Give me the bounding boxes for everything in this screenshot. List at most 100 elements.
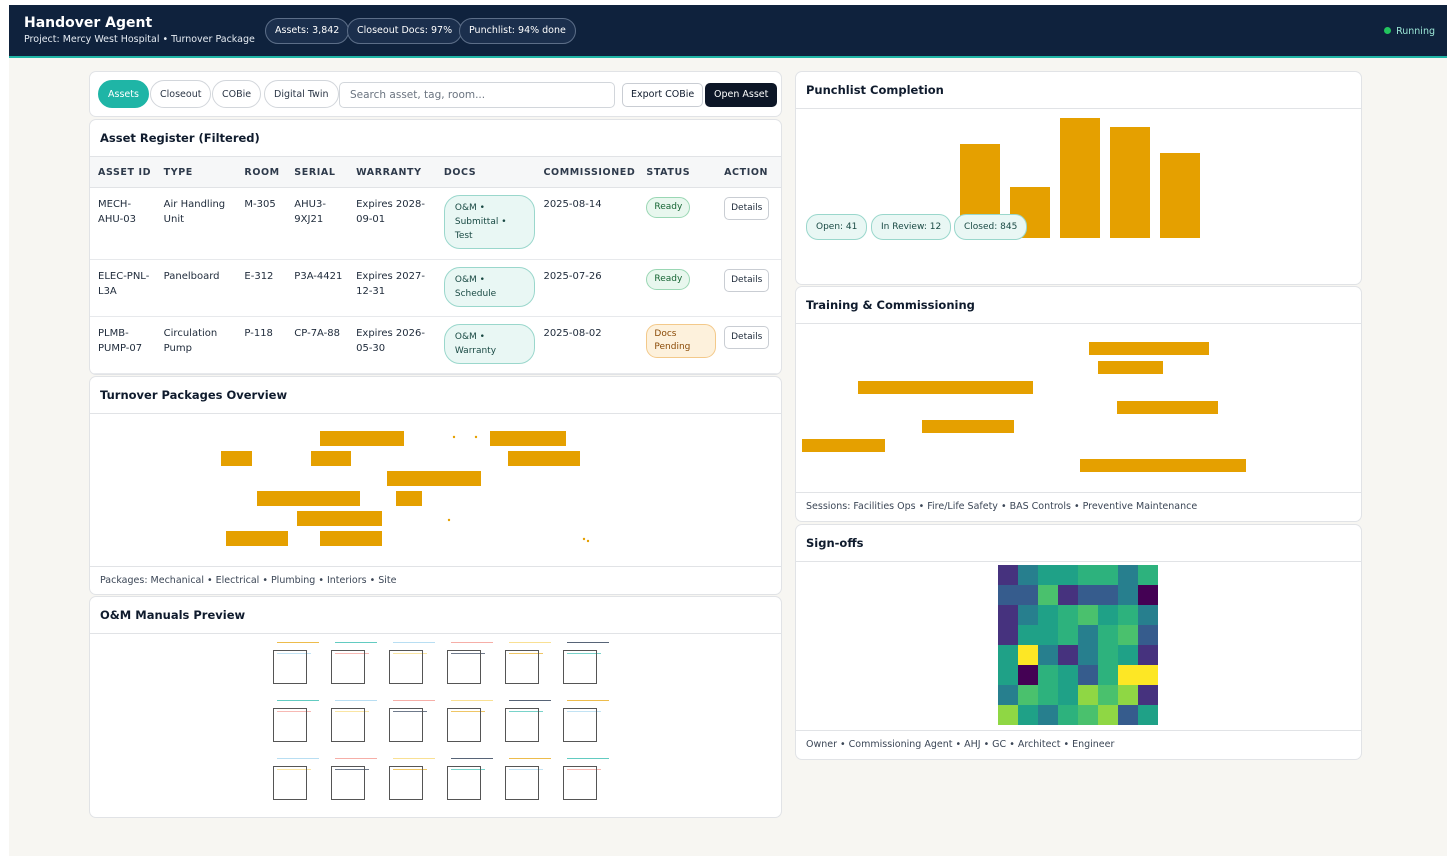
column-header-type: TYPE bbox=[155, 157, 237, 188]
package-bar bbox=[257, 491, 360, 506]
signoffs-card: Sign-offs Owner • Commissioning Agent • … bbox=[795, 524, 1362, 760]
assets-count-pill: Assets: 3,842 bbox=[265, 18, 350, 44]
heatmap-cell bbox=[1118, 665, 1138, 685]
manual-thumbnail[interactable] bbox=[505, 650, 539, 684]
heatmap-cell bbox=[1098, 605, 1118, 625]
manual-thumbnail[interactable] bbox=[563, 766, 597, 800]
manual-accent-line bbox=[335, 653, 369, 654]
manual-thumbnail[interactable] bbox=[389, 650, 423, 684]
cell-asset-id: MECH-AHU-03 bbox=[90, 187, 156, 260]
tab-assets[interactable]: Assets bbox=[98, 80, 149, 108]
cell-type: Circulation Pump bbox=[155, 316, 237, 374]
details-button[interactable]: Details bbox=[724, 197, 770, 220]
agent-status: Running bbox=[1384, 26, 1435, 37]
manual-thumbnail[interactable] bbox=[389, 766, 423, 800]
manual-thumbnail[interactable] bbox=[447, 708, 481, 742]
details-button[interactable]: Details bbox=[724, 326, 770, 349]
manual-accent-line bbox=[451, 711, 485, 712]
manual-accent-line bbox=[509, 653, 543, 654]
docs-badge: O&M • Schedule bbox=[443, 267, 536, 307]
cell-asset-id: PLMB-PUMP-07 bbox=[90, 316, 156, 374]
open-asset-button[interactable]: Open Asset bbox=[705, 83, 778, 107]
column-header-warranty: WARRANTY bbox=[348, 157, 436, 188]
heatmap-cell bbox=[1018, 645, 1038, 665]
manual-thumbnail[interactable] bbox=[389, 708, 423, 742]
session-bar bbox=[858, 381, 1033, 394]
manual-accent-line bbox=[335, 700, 377, 701]
heatmap-cell bbox=[1098, 625, 1118, 645]
package-bar bbox=[490, 431, 566, 446]
manual-thumbnail[interactable] bbox=[273, 766, 307, 800]
cell-room: M-305 bbox=[236, 187, 287, 260]
heatmap-cell bbox=[1058, 705, 1078, 725]
manual-thumbnail[interactable] bbox=[273, 708, 307, 742]
manual-thumbnail[interactable] bbox=[273, 650, 307, 684]
manual-thumbnail[interactable] bbox=[563, 708, 597, 742]
details-button[interactable]: Details bbox=[724, 269, 770, 292]
punchlist-bar bbox=[1110, 127, 1150, 238]
column-header-status: STATUS bbox=[638, 157, 717, 188]
heatmap-cell bbox=[1078, 665, 1098, 685]
manual-accent-line bbox=[567, 653, 601, 654]
heatmap-cell bbox=[1118, 625, 1138, 645]
heatmap-cell bbox=[1098, 565, 1118, 585]
manual-thumbnail[interactable] bbox=[563, 650, 597, 684]
cell-room: P-118 bbox=[236, 316, 287, 374]
heatmap-cell bbox=[1118, 565, 1138, 585]
punchlist-bar bbox=[1160, 153, 1200, 238]
signoffs-title: Sign-offs bbox=[796, 525, 1361, 562]
manual-thumbnail[interactable] bbox=[447, 650, 481, 684]
manual-accent-line bbox=[335, 711, 369, 712]
session-bar bbox=[1117, 401, 1218, 414]
heatmap-cell bbox=[1038, 625, 1058, 645]
asset-register-title: Asset Register (Filtered) bbox=[90, 120, 781, 157]
tab-cobie[interactable]: COBie bbox=[212, 80, 262, 108]
manual-thumbnail[interactable] bbox=[331, 650, 365, 684]
heatmap-cell bbox=[1138, 565, 1158, 585]
milestone-dot bbox=[447, 518, 451, 522]
heatmap-cell bbox=[1058, 625, 1078, 645]
sessions-footer: Sessions: Facilities Ops • Fire/Life Saf… bbox=[806, 501, 1198, 512]
heatmap-cell bbox=[1038, 565, 1058, 585]
asset-register-card: Asset Register (Filtered) ASSET ID TYPE … bbox=[89, 119, 782, 375]
heatmap-cell bbox=[1138, 705, 1158, 725]
tab-digital-twin[interactable]: Digital Twin bbox=[264, 80, 339, 108]
manual-accent-line bbox=[393, 711, 427, 712]
manual-accent-line bbox=[509, 758, 551, 759]
manual-accent-line bbox=[393, 758, 435, 759]
heatmap-cell bbox=[998, 585, 1018, 605]
search-input[interactable] bbox=[339, 82, 615, 108]
heatmap-cell bbox=[998, 665, 1018, 685]
table-row[interactable]: MECH-AHU-03 Air Handling Unit M-305 AHU3… bbox=[90, 187, 781, 260]
tab-closeout[interactable]: Closeout bbox=[150, 80, 212, 108]
manual-thumbnail[interactable] bbox=[331, 766, 365, 800]
status-label: Running bbox=[1396, 26, 1435, 37]
manual-thumbnail[interactable] bbox=[505, 708, 539, 742]
heatmap-cell bbox=[1038, 705, 1058, 725]
cell-commissioned: 2025-08-02 bbox=[535, 316, 639, 374]
toolbar-card: Assets Closeout COBie Digital Twin Expor… bbox=[89, 71, 782, 117]
manual-accent-line bbox=[451, 700, 493, 701]
heatmap-cell bbox=[1078, 585, 1098, 605]
package-bar bbox=[320, 531, 382, 546]
table-row[interactable]: ELEC-PNL-L3A Panelboard E-312 P3A-4421 E… bbox=[90, 259, 781, 317]
cell-serial: P3A-4421 bbox=[286, 259, 349, 317]
export-cobie-button[interactable]: Export COBie bbox=[622, 83, 704, 107]
session-bar bbox=[1080, 459, 1246, 472]
heatmap-cell bbox=[1138, 665, 1158, 685]
manual-thumbnail[interactable] bbox=[447, 766, 481, 800]
asset-register-table: ASSET ID TYPE ROOM SERIAL WARRANTY DOCS … bbox=[90, 157, 781, 374]
manual-thumbnail[interactable] bbox=[331, 708, 365, 742]
table-row[interactable]: PLMB-PUMP-07 Circulation Pump P-118 CP-7… bbox=[90, 316, 781, 374]
docs-badge: O&M • Warranty bbox=[443, 324, 536, 364]
session-bar bbox=[1098, 361, 1163, 374]
manual-accent-line bbox=[277, 642, 319, 643]
manual-thumbnail[interactable] bbox=[505, 766, 539, 800]
heatmap-cell bbox=[1098, 685, 1118, 705]
heatmap-cell bbox=[998, 645, 1018, 665]
signoffs-footer: Owner • Commissioning Agent • AHJ • GC •… bbox=[806, 739, 1115, 750]
session-bar bbox=[802, 439, 885, 452]
heatmap-cell bbox=[998, 625, 1018, 645]
manual-accent-line bbox=[393, 700, 435, 701]
manual-accent-line bbox=[567, 769, 601, 770]
